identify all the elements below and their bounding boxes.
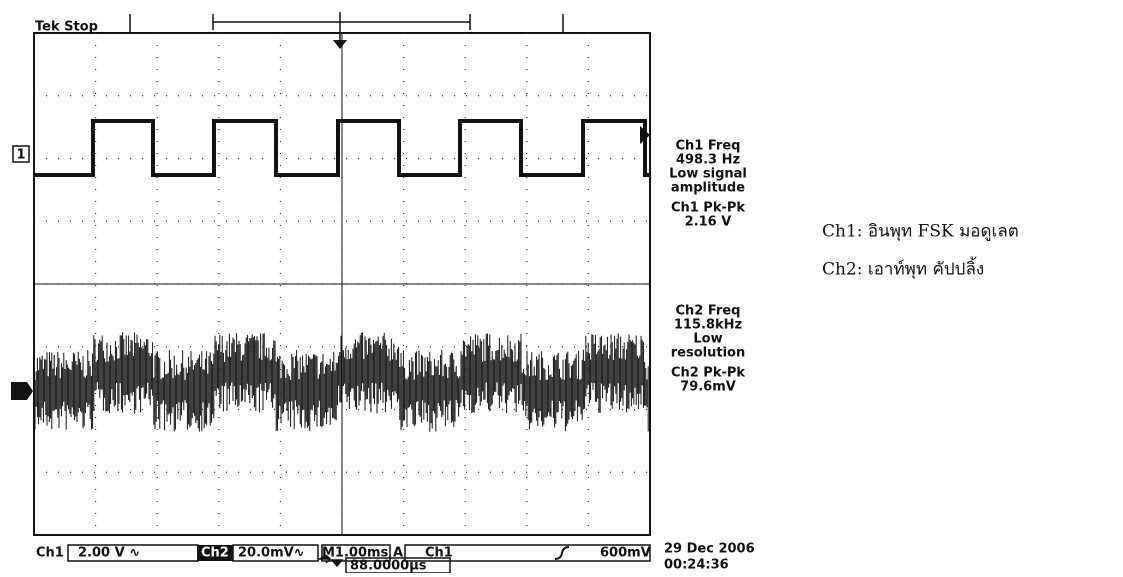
meas-note: amplitude <box>671 181 745 196</box>
settings-bar <box>67 544 651 562</box>
position: 88.0000µs <box>350 559 427 574</box>
meas-note: Low signal <box>669 167 747 182</box>
ch1-trace <box>35 119 649 177</box>
time: 00:24:36 <box>664 558 729 573</box>
ch1-marker <box>12 145 30 163</box>
position-icon <box>318 554 344 568</box>
trigger-position-icon <box>333 40 347 49</box>
ch2-marker <box>11 382 33 400</box>
legend-entry: Ch2: เอาท์พุท คัปปลิ้ง <box>822 257 984 280</box>
meas-note: Low <box>693 332 722 347</box>
trigger-bar <box>129 12 564 40</box>
meas-value: 2.16 V <box>685 215 732 230</box>
ch2-scale: 20.0mV∿ <box>238 546 305 561</box>
ch1-scale: 2.00 V ∿ <box>78 546 140 561</box>
ch2-trace <box>34 332 649 432</box>
trigger-level: 600mV <box>600 546 651 561</box>
meas-value: 498.3 Hz <box>676 153 740 168</box>
meas-note: resolution <box>671 346 745 361</box>
trigger-mode: A <box>393 546 403 561</box>
meas-value: 115.8kHz <box>674 318 742 333</box>
meas-label: Ch1 Freq <box>676 139 741 154</box>
date: 29 Dec 2006 <box>664 542 755 557</box>
trigger-source: Ch1 <box>425 546 453 561</box>
scope-screen <box>33 32 651 536</box>
meas-label: Ch2 Freq <box>676 304 741 319</box>
legend-entry: Ch1: อินพุท FSK มอดูเลต <box>822 222 1019 242</box>
timebase: M1.00ms <box>322 546 389 561</box>
ch1-label: Ch1 <box>36 546 64 561</box>
status: Tek Stop <box>35 20 98 35</box>
trigger-level-marker <box>640 126 650 144</box>
ch2-label: Ch2 <box>201 546 229 561</box>
meas-label: Ch2 Pk-Pk <box>671 366 745 381</box>
meas-value: 79.6mV <box>680 380 736 395</box>
ch1-marker-label: 1 <box>16 148 25 163</box>
meas-label: Ch1 Pk-Pk <box>671 201 745 216</box>
